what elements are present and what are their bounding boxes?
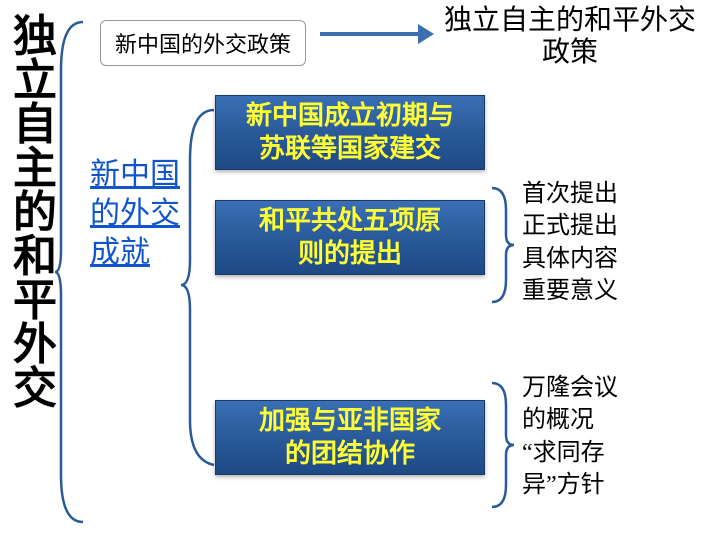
page-title-vertical: 独立自主的和平外交 (10, 15, 60, 411)
topic1-line2: 苏联等国家建交 (259, 134, 441, 163)
detail-significance: 重要意义 (522, 275, 618, 307)
topic3-details: 万隆会议 的概况 “求同存 异”方针 (522, 372, 618, 502)
topic1-line1: 新中国成立初期与 (246, 101, 454, 130)
topic3-detail-bracket (490, 375, 518, 515)
topic2-line1: 和平共处五项原 (259, 206, 441, 235)
detail-bandung-overview-1: 万隆会议 (522, 372, 618, 404)
topic-box-3: 加强与亚非国家 的团结协作 (215, 400, 485, 475)
topic2-line2: 则的提出 (298, 239, 402, 268)
detail-formal-proposed: 正式提出 (522, 210, 618, 242)
detail-qiutong-1: “求同存 (522, 437, 618, 469)
topic3-line1: 加强与亚非国家 (259, 406, 441, 435)
detail-bandung-overview-2: 的概况 (522, 404, 618, 436)
policy-box: 新中国的外交政策 (100, 20, 306, 66)
policy-result-text: 独立自主的和平外交政策 (440, 5, 700, 69)
topic3-line2: 的团结协作 (285, 439, 415, 468)
topic2-details: 首次提出 正式提出 具体内容 重要意义 (522, 178, 618, 308)
achievements-bracket (180, 100, 216, 470)
detail-content: 具体内容 (522, 243, 618, 275)
topic2-detail-bracket (490, 180, 518, 310)
detail-first-proposed: 首次提出 (522, 178, 618, 210)
achievements-link[interactable]: 新中国的外交成就 (90, 155, 180, 272)
detail-qiutong-2: 异”方针 (522, 469, 618, 501)
arrow-right-icon (320, 32, 420, 36)
topic-box-2: 和平共处五项原 则的提出 (215, 200, 485, 275)
topic-box-1: 新中国成立初期与 苏联等国家建交 (215, 95, 485, 170)
